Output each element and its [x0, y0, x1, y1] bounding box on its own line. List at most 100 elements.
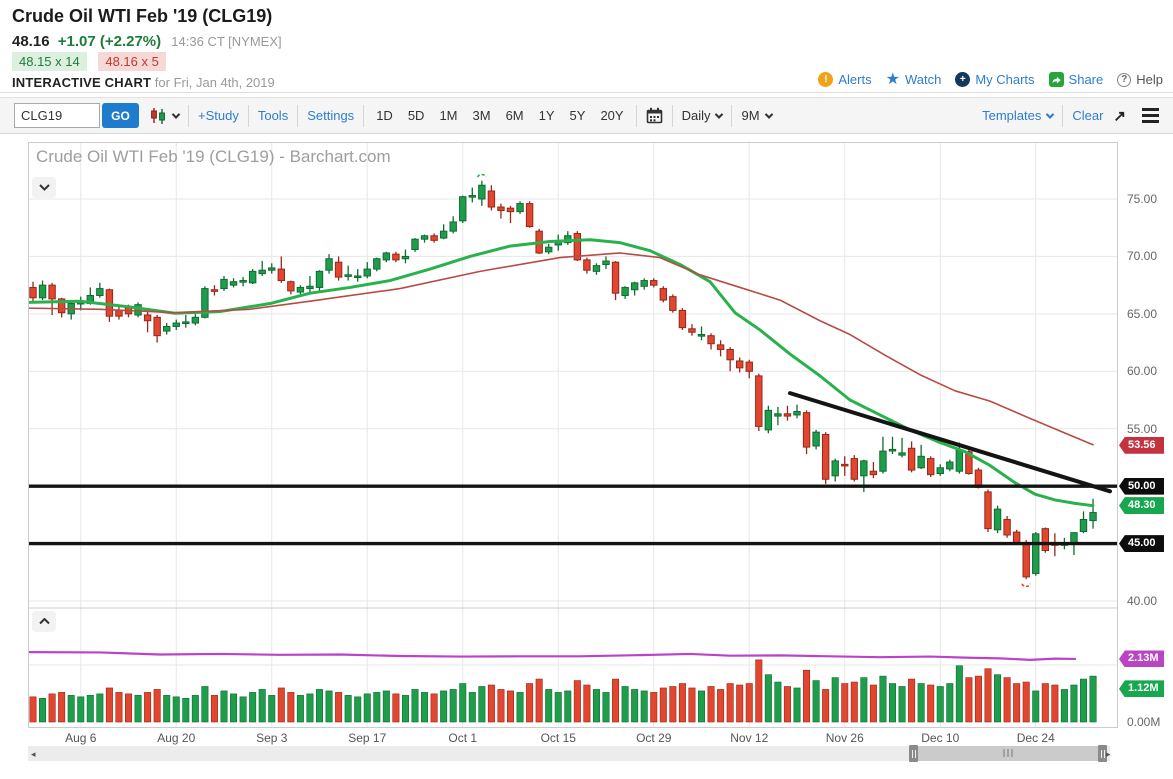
alerts-link[interactable]: ! Alerts — [818, 72, 872, 87]
x-axis-label-Aug-20: Aug 20 — [157, 731, 196, 745]
chevron-down-icon — [1046, 109, 1055, 119]
range-button-1M[interactable]: 1M — [439, 108, 458, 123]
range-button-3M[interactable]: 3M — [472, 108, 491, 123]
x-axis-label-Oct-15: Oct 15 — [540, 731, 576, 745]
collapse-main-pane-button[interactable] — [32, 177, 56, 198]
scrollbar-left-handle[interactable] — [909, 745, 918, 762]
price-change: +1.07 (+2.27%) — [57, 33, 162, 50]
header-links: ! Alerts ★ Watch + My Charts Share ? Hel… — [818, 70, 1163, 88]
x-axis-label-Dec-10: Dec 10 — [921, 731, 960, 745]
share-label: Share — [1068, 72, 1104, 87]
watch-label: Watch — [904, 72, 942, 87]
toolbar-divider — [297, 104, 299, 127]
range-button-5D[interactable]: 5D — [407, 108, 425, 123]
ask-badge: 48.16 x 5 — [98, 52, 166, 71]
header-divider — [0, 92, 1173, 93]
toolbar-divider — [247, 104, 249, 127]
bid-badge: 48.15 x 14 — [12, 52, 87, 71]
frequency-value: Daily — [681, 108, 711, 123]
tools-button[interactable]: Tools — [257, 108, 289, 123]
chevron-down-icon — [38, 184, 50, 191]
toolbar-divider — [731, 104, 733, 127]
help-link[interactable]: ? Help — [1117, 72, 1163, 87]
x-axis-label-Oct-29: Oct 29 — [636, 731, 672, 745]
y-axis-label-55.00: 55.00 — [1127, 421, 1158, 436]
volume-axis-label: 0.00M — [1127, 715, 1161, 729]
toolbar-divider — [363, 104, 365, 127]
section-date: for Fri, Jan 4th, 2019 — [151, 75, 275, 90]
collapse-volume-pane-button[interactable] — [32, 611, 56, 632]
section-label: INTERACTIVE CHART — [12, 75, 152, 90]
y-axis-label-40.00: 40.00 — [1127, 594, 1158, 608]
y-axis-label-75.00: 75.00 — [1127, 192, 1158, 206]
share-link[interactable]: Share — [1048, 72, 1104, 87]
chart-toolbar: GO +Study Tools Settings 1D 5D 1M 3M 6M 1Y 5Y 2… — [0, 97, 1173, 134]
scrollbar-range[interactable] — [909, 745, 1107, 762]
range-button-1D[interactable]: 1D — [376, 108, 393, 123]
menu-icon[interactable] — [1142, 108, 1159, 123]
scrollbar-right-handle[interactable] — [1098, 745, 1107, 762]
volume-badge-1.12M: 1.12M — [1119, 680, 1164, 698]
price-badge-45.00: 45.00 — [1119, 535, 1164, 553]
x-axis-label-Oct-1: Oct 1 — [448, 731, 478, 745]
trendline[interactable] — [788, 391, 1112, 494]
my-charts-label: My Charts — [975, 72, 1035, 87]
toolbar-divider — [671, 104, 673, 127]
alert-icon: ! — [818, 72, 834, 87]
watch-link[interactable]: ★ Watch — [885, 70, 942, 88]
share-icon — [1048, 72, 1064, 87]
chevron-down-icon — [715, 109, 724, 119]
scroll-left-icon[interactable]: ◂ — [31, 749, 36, 759]
symbol-input[interactable] — [14, 103, 100, 128]
star-icon: ★ — [885, 70, 900, 88]
span-value: 9M — [741, 108, 760, 123]
scroll-right-icon[interactable]: ▸ — [1106, 749, 1111, 759]
go-button[interactable]: GO — [102, 103, 139, 128]
chart-type-dropdown[interactable] — [150, 107, 181, 124]
settings-button[interactable]: Settings — [307, 108, 355, 123]
y-axis-label-65.00: 65.00 — [1127, 306, 1158, 321]
question-icon: ? — [1117, 72, 1132, 87]
frequency-dropdown[interactable]: Daily — [681, 108, 724, 123]
section-row: INTERACTIVE CHART for Fri, Jan 4th, 2019 — [12, 75, 275, 90]
volume-badge-2.13M: 2.13M — [1119, 650, 1164, 668]
my-charts-link[interactable]: + My Charts — [955, 72, 1035, 87]
chart-scrollbar[interactable]: ◂ ▸ — [28, 745, 1111, 762]
price-badge-50.00: 50.00 — [1119, 477, 1164, 495]
chevron-up-icon — [38, 618, 50, 625]
chevron-down-icon — [764, 109, 773, 119]
plus-circle-icon: + — [955, 72, 971, 87]
toolbar-divider — [188, 104, 189, 127]
x-axis-label-Sep-17: Sep 17 — [348, 731, 387, 745]
templates-dropdown[interactable]: Templates — [982, 108, 1055, 123]
x-axis-label-Nov-26: Nov 26 — [825, 731, 864, 745]
add-study-button[interactable]: +Study — [198, 108, 239, 123]
toolbar-divider — [1062, 104, 1064, 127]
y-axis-label-60.00: 60.00 — [1127, 364, 1158, 379]
range-button-6M[interactable]: 6M — [505, 108, 524, 123]
candlestick-chart-icon — [151, 108, 165, 124]
x-axis-label-Nov-12: Nov 12 — [730, 731, 769, 745]
range-button-20Y[interactable]: 20Y — [600, 108, 624, 123]
x-axis-label-Sep-3: Sep 3 — [256, 731, 288, 745]
price-chart-canvas[interactable] — [28, 142, 1118, 728]
range-button-1Y[interactable]: 1Y — [538, 108, 555, 123]
bid-ask-row: 48.15 x 14 48.16 x 5 — [12, 52, 166, 71]
range-buttons: 1D 5D 1M 3M 6M 1Y 5Y 20Y — [376, 108, 623, 123]
span-dropdown[interactable]: 9M — [741, 108, 773, 123]
calendar-button[interactable] — [646, 107, 663, 124]
toolbar-divider — [635, 104, 637, 127]
x-axis-label-Aug-6: Aug 6 — [65, 731, 97, 745]
price-badge-48.30: 48.30 — [1119, 497, 1164, 515]
page-title: Crude Oil WTI Feb '19 (CLG19) — [12, 6, 273, 26]
expand-arrow-icon[interactable]: ↗ — [1113, 107, 1126, 125]
templates-label: Templates — [982, 108, 1042, 123]
y-axis-label-70.00: 70.00 — [1127, 249, 1158, 264]
quote-time: 14:36 CT [NYMEX] — [171, 34, 282, 49]
clear-button[interactable]: Clear — [1072, 108, 1104, 123]
scrollbar-grip[interactable] — [1003, 749, 1013, 757]
x-axis-label-Dec-24: Dec 24 — [1016, 731, 1055, 745]
alerts-label: Alerts — [838, 72, 872, 87]
range-button-5Y[interactable]: 5Y — [569, 108, 586, 123]
